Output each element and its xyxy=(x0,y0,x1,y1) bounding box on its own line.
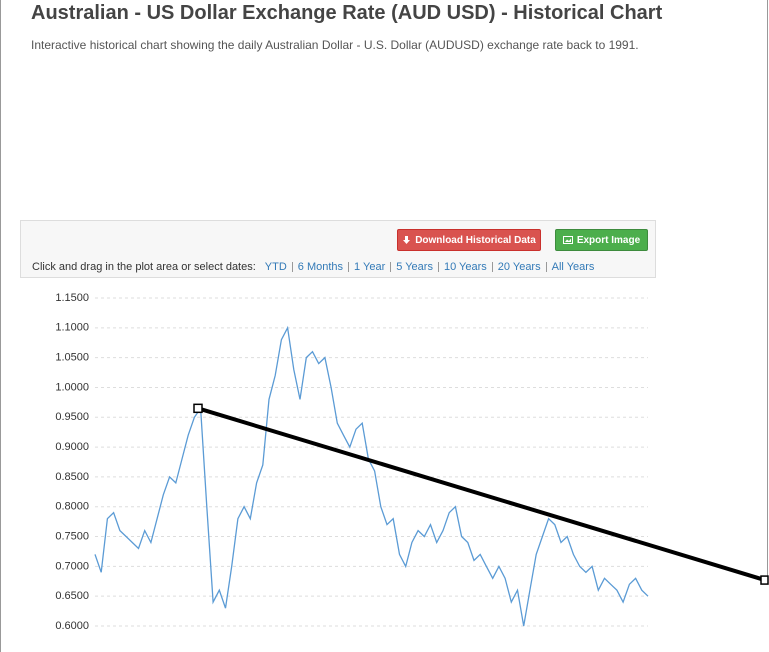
y-tick-label: 0.7000 xyxy=(55,560,89,572)
separator xyxy=(348,262,350,272)
price-line xyxy=(94,325,649,627)
y-tick-label: 1.1500 xyxy=(55,292,89,304)
separator xyxy=(491,262,493,272)
y-tick-label: 0.8500 xyxy=(55,471,89,483)
range-link[interactable]: 1 Year xyxy=(354,261,386,273)
frame-edge xyxy=(767,0,768,580)
range-link[interactable]: 20 Years xyxy=(497,261,541,273)
range-link[interactable]: All Years xyxy=(551,261,595,273)
trendline-handle xyxy=(760,575,769,585)
y-tick-label: 1.0000 xyxy=(55,381,89,393)
separator xyxy=(437,262,439,272)
date-prompt: Click and drag in the plot area or selec… xyxy=(32,261,256,273)
export-button[interactable]: Export Image xyxy=(555,229,648,251)
trendline-handle xyxy=(193,403,203,414)
page-title: Australian - US Dollar Exchange Rate (AU… xyxy=(31,2,663,24)
image-icon xyxy=(562,236,573,244)
separator xyxy=(390,262,392,272)
separator xyxy=(291,262,293,272)
y-tick-label: 0.6500 xyxy=(55,590,89,602)
y-tick-label: 1.0500 xyxy=(55,352,89,364)
download-button[interactable]: Download Historical Data xyxy=(397,229,541,251)
chart: 0.6000 0.6500 0.7000 0.7500 0.8000 0.8500 0.90… xyxy=(55,292,769,632)
y-tick-label: 0.7500 xyxy=(55,530,89,542)
toolbar: Download Historical Data Export Image Cl… xyxy=(20,220,656,278)
page-subtitle: Interactive historical chart showing the… xyxy=(31,38,639,52)
download-icon xyxy=(403,235,411,244)
download-label: Download Historical Data xyxy=(415,234,536,246)
separator xyxy=(545,262,547,272)
trendline xyxy=(197,406,766,582)
y-tick-label: 0.6000 xyxy=(55,620,89,632)
y-tick-label: 0.9500 xyxy=(55,411,89,423)
date-selector: Click and drag in the plot area or selec… xyxy=(32,261,599,273)
export-label: Export Image xyxy=(576,234,641,246)
y-tick-label: 1.1000 xyxy=(55,322,89,334)
range-link[interactable]: YTD xyxy=(264,261,287,273)
y-tick-label: 0.9000 xyxy=(55,441,89,453)
range-link[interactable]: 10 Years xyxy=(443,261,487,273)
y-tick-label: 0.8000 xyxy=(55,501,89,513)
range-link[interactable]: 5 Years xyxy=(396,261,433,273)
range-link[interactable]: 6 Months xyxy=(297,261,344,273)
frame-edge xyxy=(0,0,1,652)
